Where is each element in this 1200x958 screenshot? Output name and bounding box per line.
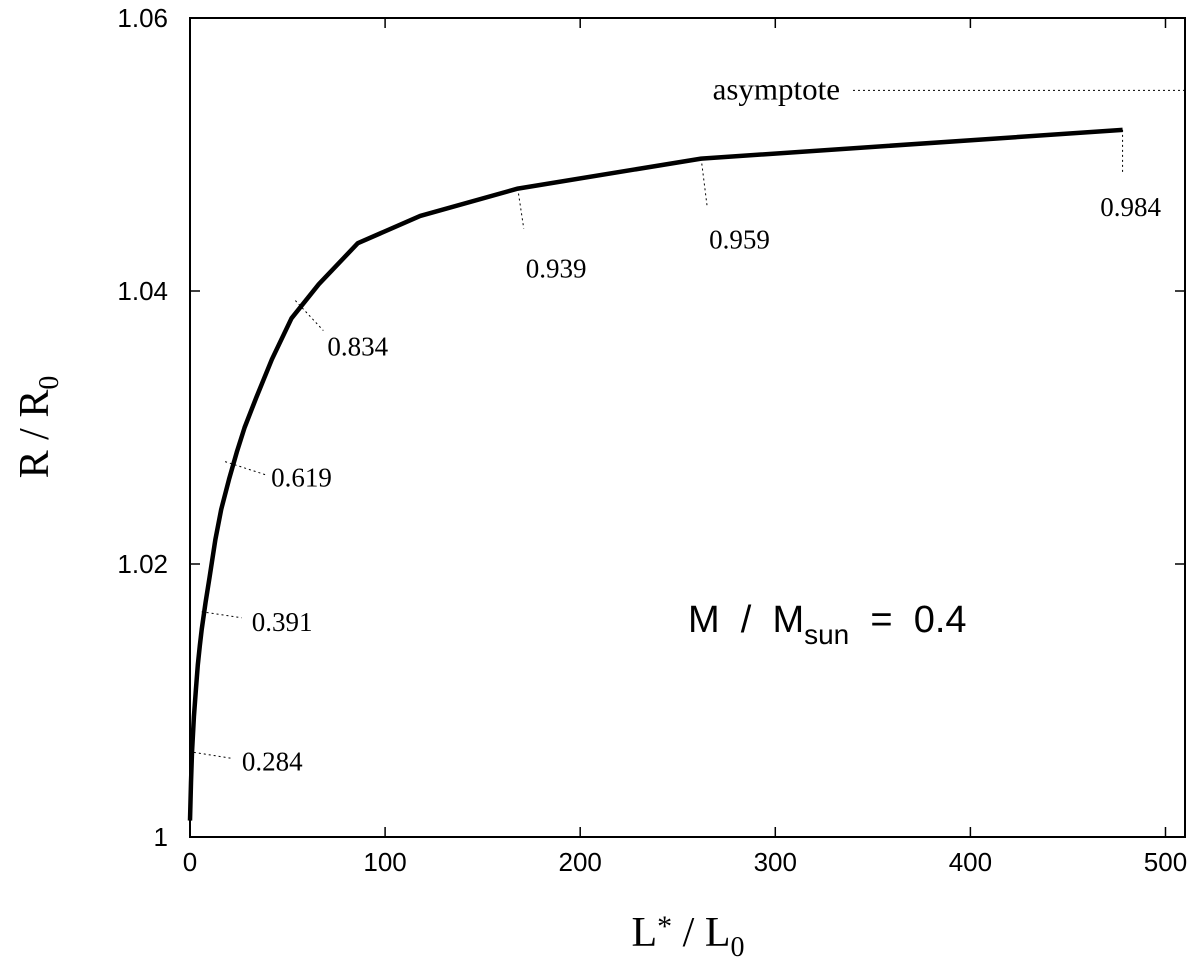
y-tick-label: 1: [154, 822, 168, 852]
point-label-leaders: [193, 129, 1124, 759]
mass-annotation: M / Msun = 0.4: [688, 599, 967, 650]
y-axis-title: R / R0: [12, 376, 65, 479]
point-label-leader: [201, 611, 242, 619]
x-axis-title-main: L: [632, 910, 658, 956]
point-label-leader: [224, 461, 266, 476]
mass-annotation-sub: sun: [804, 619, 849, 650]
x-axis-title: L* / L0: [632, 910, 745, 958]
point-label: 0.284: [242, 746, 303, 776]
x-axis-title-sub: *: [657, 910, 672, 943]
y-axis-title-sub: 0: [34, 376, 65, 390]
plot-frame: [189, 17, 1186, 838]
mass-annotation-main: M / M: [688, 599, 804, 641]
y-tick-label: 1.04: [117, 276, 168, 306]
point-label-leader: [700, 158, 708, 207]
x-axis-title-sub2: 0: [730, 932, 744, 958]
x-tick-label: 200: [559, 847, 602, 877]
y-axis-title-main: R / R: [12, 390, 58, 479]
point-label-leader: [517, 188, 525, 229]
x-axis-title-tail: / L: [672, 910, 730, 956]
axis-ticks: [189, 17, 1185, 838]
point-label: 0.619: [271, 463, 332, 493]
data-curve: [187, 127, 1123, 821]
point-labels: 0.284 0.391 0.619 0.834 0.939 0.959 0.984: [242, 192, 1162, 776]
point-label-leader: [294, 300, 324, 331]
y-tick-label: 1.02: [117, 549, 168, 579]
x-tick-label: 400: [949, 847, 992, 877]
asymptote-label: asymptote: [713, 71, 840, 106]
x-tick-label: 100: [363, 847, 406, 877]
y-tick-label: 1.06: [117, 3, 168, 33]
point-label-leader: [193, 751, 232, 759]
x-tick-label: 300: [754, 847, 797, 877]
tick-labels: 0 100 200 300 400 500 1 1.02 1.04 1.06: [117, 3, 1187, 877]
x-tick-label: 0: [183, 847, 197, 877]
mass-annotation-tail: = 0.4: [849, 599, 966, 641]
point-label: 0.984: [1100, 192, 1161, 222]
point-label: 0.391: [252, 607, 313, 637]
point-label: 0.939: [526, 254, 587, 284]
point-label: 0.959: [709, 225, 770, 255]
x-tick-label: 500: [1144, 847, 1187, 877]
point-label: 0.834: [327, 332, 388, 362]
